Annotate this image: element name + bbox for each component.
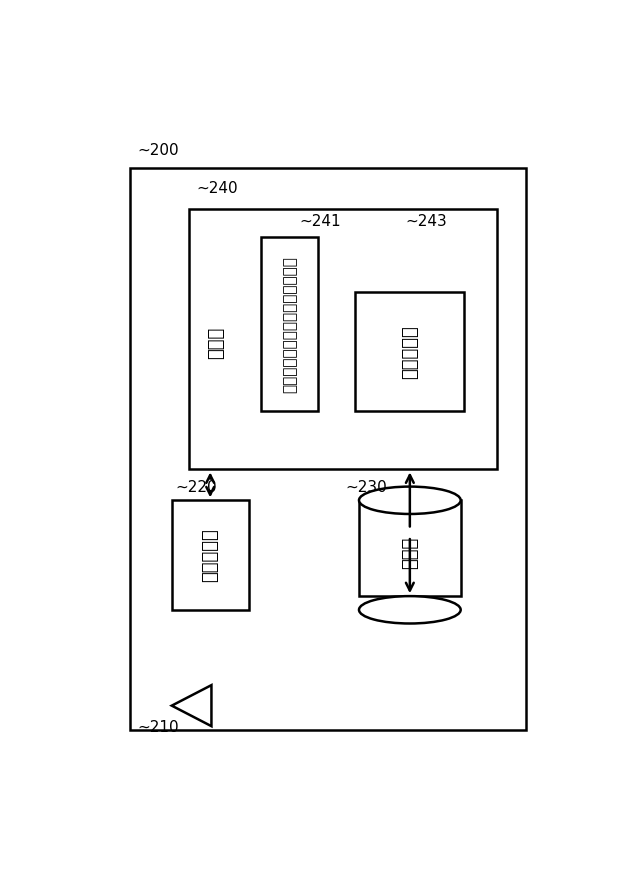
Text: ~220: ~220 <box>176 480 218 495</box>
Ellipse shape <box>359 486 461 514</box>
Text: 記憶部: 記憶部 <box>401 537 419 569</box>
Text: 無線通信部: 無線通信部 <box>201 528 219 582</box>
Bar <box>129 168 526 730</box>
Text: ~200: ~200 <box>137 143 179 158</box>
Bar <box>172 501 248 610</box>
Bar <box>189 209 497 469</box>
Text: ~241: ~241 <box>300 213 341 228</box>
Text: 通信処理部: 通信処理部 <box>401 324 419 379</box>
Polygon shape <box>172 685 211 726</box>
Bar <box>359 501 461 597</box>
Text: ~240: ~240 <box>196 180 238 196</box>
Text: ~243: ~243 <box>405 213 447 228</box>
Text: 処理部: 処理部 <box>207 327 225 359</box>
Text: ~210: ~210 <box>137 720 179 735</box>
Bar <box>355 292 465 412</box>
Bar <box>261 236 318 412</box>
Text: ~230: ~230 <box>346 480 387 495</box>
Text: オペレーションモード決定処理部: オペレーションモード決定処理部 <box>282 256 297 393</box>
Ellipse shape <box>359 597 461 623</box>
